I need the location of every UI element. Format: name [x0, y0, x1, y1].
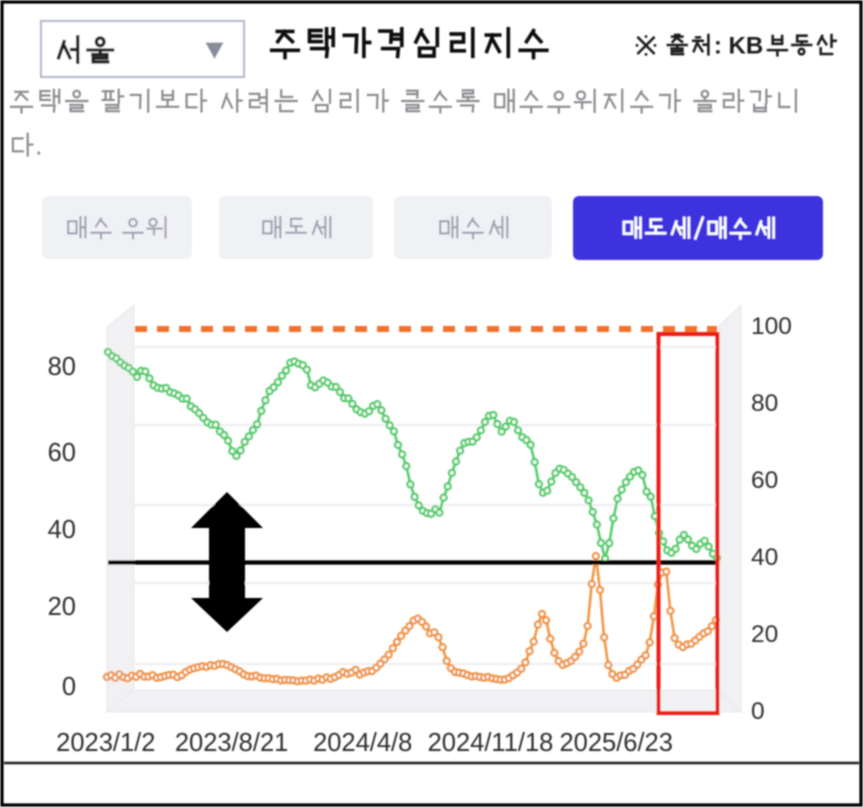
svg-text:40: 40	[48, 516, 76, 544]
svg-text:0: 0	[751, 698, 765, 725]
svg-text:2024/11/18: 2024/11/18	[428, 729, 554, 757]
svg-text:2023/1/2: 2023/1/2	[56, 729, 155, 757]
svg-text:80: 80	[48, 353, 76, 381]
svg-text:80: 80	[751, 390, 778, 417]
svg-text:2023/8/21: 2023/8/21	[175, 729, 288, 757]
svg-text:20: 20	[751, 621, 778, 648]
svg-text:.: .	[35, 131, 43, 161]
svg-text:2025/6/23: 2025/6/23	[559, 729, 672, 757]
svg-text:60: 60	[751, 467, 778, 494]
svg-text:: KB: : KB	[714, 32, 763, 59]
svg-text:2024/4/8: 2024/4/8	[313, 729, 412, 757]
svg-text:100: 100	[751, 313, 792, 340]
svg-text:60: 60	[48, 439, 76, 467]
svg-text:20: 20	[48, 593, 76, 621]
svg-text:0: 0	[62, 673, 76, 701]
svg-text:40: 40	[751, 544, 778, 571]
